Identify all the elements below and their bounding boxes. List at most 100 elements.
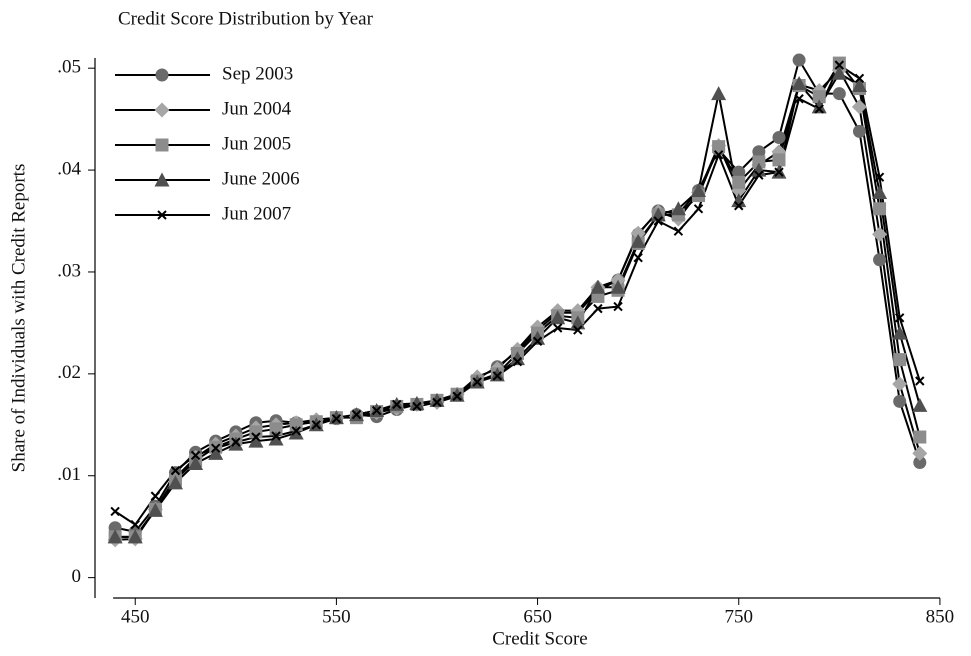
x-axis-label: Credit Score <box>492 628 588 649</box>
marker <box>851 78 867 93</box>
marker <box>852 124 866 138</box>
marker <box>291 426 301 436</box>
marker <box>912 445 928 461</box>
marker <box>251 432 261 442</box>
marker <box>874 172 885 182</box>
marker <box>774 167 784 177</box>
marker <box>271 431 281 441</box>
x-tick-label: 850 <box>926 606 955 627</box>
marker <box>512 356 523 367</box>
marker <box>610 279 626 294</box>
marker <box>633 252 643 263</box>
marker <box>630 233 646 248</box>
marker <box>873 202 887 216</box>
y-tick-label: .02 <box>57 362 81 383</box>
marker <box>732 175 746 189</box>
marker <box>873 253 887 267</box>
marker <box>913 430 927 444</box>
marker <box>509 351 525 366</box>
marker <box>814 104 824 114</box>
marker <box>472 377 482 387</box>
y-tick-label: 0 <box>72 566 82 587</box>
marker <box>893 353 907 367</box>
marker <box>691 182 707 197</box>
marker <box>712 140 726 154</box>
x-tick-label: 450 <box>121 606 150 627</box>
marker <box>155 138 169 152</box>
marker <box>834 60 845 70</box>
marker <box>489 367 505 382</box>
marker <box>150 491 161 501</box>
marker <box>593 303 603 314</box>
chart-title: Credit Score Distribution by Year <box>118 8 374 29</box>
marker <box>288 425 304 440</box>
marker <box>532 336 543 346</box>
marker <box>872 226 888 242</box>
series-line <box>114 57 921 533</box>
marker <box>449 387 465 402</box>
marker <box>328 410 344 425</box>
marker <box>811 99 827 114</box>
marker <box>831 65 847 80</box>
marker <box>894 313 905 323</box>
marker <box>311 420 321 430</box>
marker <box>412 401 422 412</box>
y-tick-label: .04 <box>57 158 81 179</box>
marker <box>754 170 764 180</box>
y-tick-label: .05 <box>57 57 81 78</box>
marker <box>429 392 445 407</box>
marker <box>409 395 425 410</box>
marker <box>331 413 342 424</box>
marker <box>752 145 766 159</box>
marker <box>190 450 201 461</box>
marker <box>772 153 786 167</box>
marker <box>613 301 623 312</box>
x-tick-label: 650 <box>523 606 552 627</box>
marker <box>912 397 928 412</box>
marker <box>452 391 462 401</box>
marker <box>812 90 826 104</box>
marker <box>751 162 767 177</box>
marker <box>832 56 846 70</box>
marker <box>913 455 927 469</box>
marker <box>392 399 402 410</box>
marker <box>832 87 846 101</box>
marker <box>210 443 221 453</box>
marker <box>872 184 888 199</box>
marker <box>492 371 503 381</box>
marker <box>231 437 241 447</box>
marker <box>893 394 907 408</box>
marker <box>170 465 181 476</box>
legend-label: Jun 2007 <box>222 203 291 224</box>
y-tick-label: .03 <box>57 260 81 281</box>
marker <box>791 75 807 90</box>
y-axis-label: Share of Individuals with Credit Reports <box>8 164 29 473</box>
marker <box>734 201 744 211</box>
marker <box>653 216 663 226</box>
marker <box>792 53 806 67</box>
marker <box>154 102 170 118</box>
marker <box>673 226 684 236</box>
marker <box>772 130 786 144</box>
legend-label: Sep 2003 <box>222 63 293 84</box>
marker <box>208 445 224 460</box>
marker <box>854 73 865 84</box>
marker <box>127 529 143 544</box>
marker <box>228 436 244 451</box>
marker <box>752 155 766 169</box>
legend-label: June 2006 <box>222 168 300 189</box>
marker <box>351 409 362 420</box>
marker <box>248 433 264 448</box>
marker <box>794 94 804 104</box>
marker <box>552 323 563 333</box>
marker <box>711 86 727 101</box>
marker <box>892 325 908 340</box>
marker <box>731 193 747 208</box>
x-tick-label: 750 <box>724 606 753 627</box>
marker <box>188 456 204 471</box>
marker <box>915 376 925 386</box>
x-tick-label: 550 <box>322 606 351 627</box>
marker <box>892 376 908 392</box>
